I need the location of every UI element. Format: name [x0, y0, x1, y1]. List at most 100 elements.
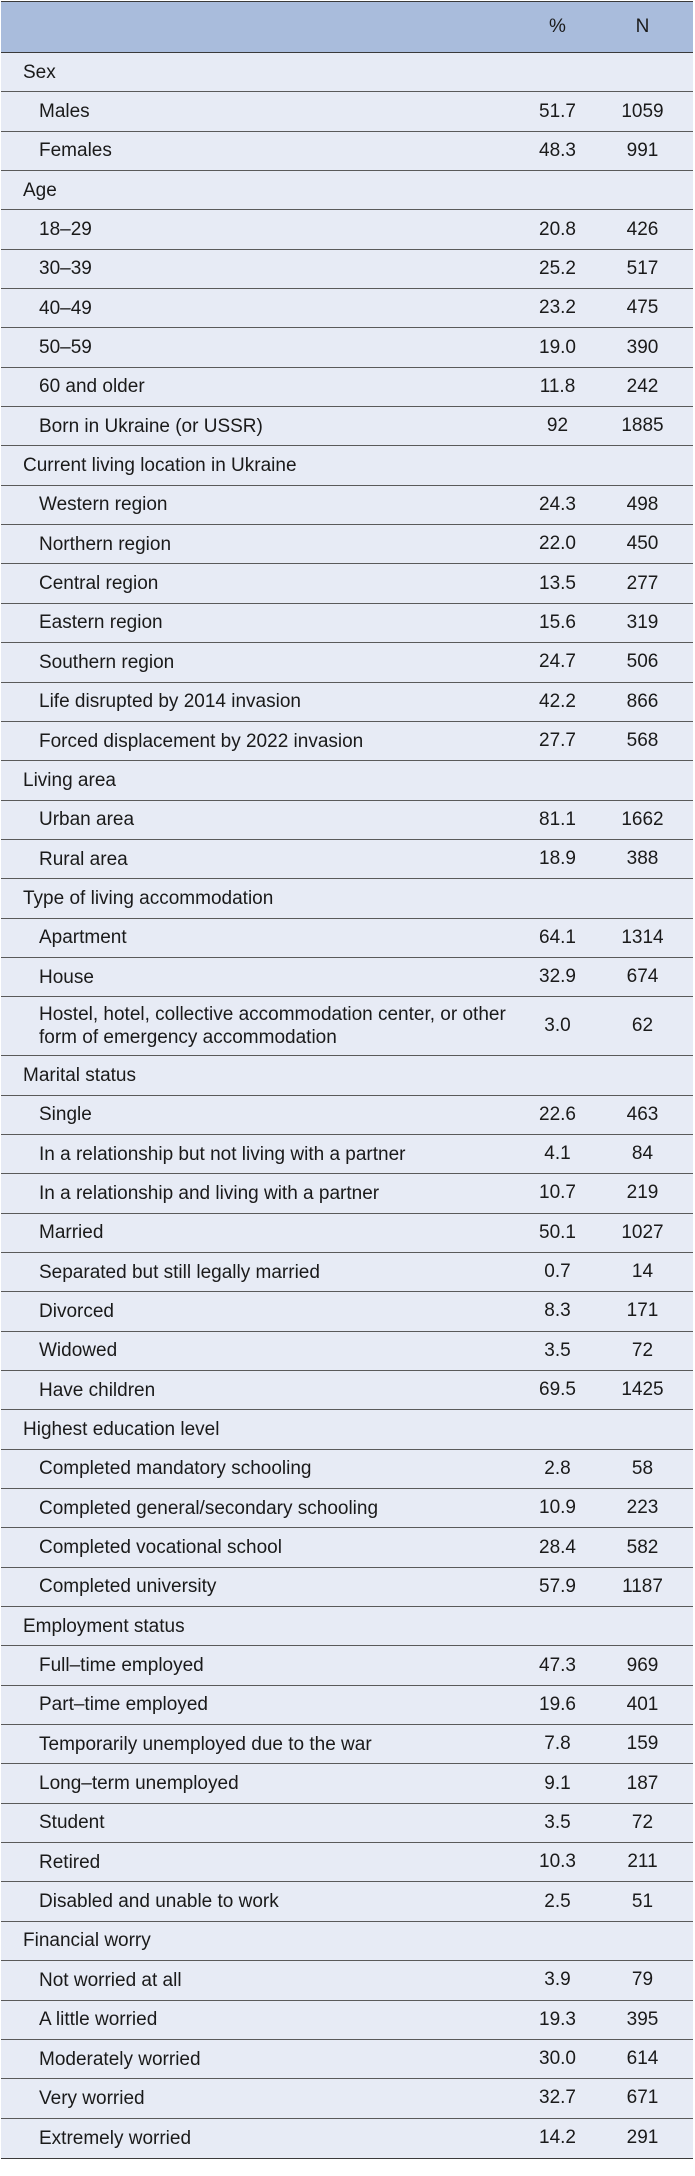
percent-cell: 13.5: [539, 572, 576, 594]
row-label: Forced displacement by 2022 invasion: [39, 730, 364, 752]
row-label: House: [39, 966, 94, 988]
count-cell: 1885: [621, 415, 664, 437]
table-row: Urban area 81.1 1662: [1, 801, 693, 840]
table-row: 40–49 23.2 475: [1, 289, 693, 329]
table-row: Western region 24.3 498: [1, 486, 693, 526]
table-row: Single 22.6 463: [1, 1096, 693, 1135]
count-cell: 1059: [621, 100, 664, 122]
row-label: Student: [39, 1812, 105, 1834]
percent-cell: 24.3: [539, 493, 576, 515]
percent-cell: 22.6: [539, 1103, 576, 1125]
row-label: Males: [39, 101, 90, 123]
category-row: Type of living accommodation: [1, 879, 693, 919]
percent-cell: 3.0: [544, 1015, 571, 1037]
row-label: Northern region: [39, 533, 172, 555]
row-label: Long–term unemployed: [39, 1773, 239, 1795]
row-label: 30–39: [39, 258, 92, 280]
percent-cell: 28.4: [539, 1536, 576, 1558]
row-label: Central region: [39, 573, 159, 595]
category-label: Current living location in Ukraine: [23, 455, 297, 477]
percent-cell: 81.1: [539, 808, 576, 830]
percent-cell: 3.5: [544, 1339, 571, 1361]
percent-cell: 42.2: [539, 690, 576, 712]
row-label: Born in Ukraine (or USSR): [39, 415, 263, 437]
percent-cell: 4.1: [544, 1143, 571, 1165]
row-label: Separated but still legally married: [39, 1261, 320, 1283]
count-cell: 991: [626, 139, 659, 161]
percent-cell: 64.1: [539, 926, 576, 948]
table-row: 18–29 20.8 426: [1, 210, 693, 250]
table-row: Married 50.1 1027: [1, 1214, 693, 1253]
row-label: Married: [39, 1222, 104, 1244]
percent-cell: 20.8: [539, 218, 576, 240]
table-row: Northern region 22.0 450: [1, 525, 693, 565]
category-label: Financial worry: [23, 1930, 151, 1952]
percent-cell: 25.2: [539, 257, 576, 279]
table-row: A little worried 19.3 395: [1, 2001, 693, 2040]
category-row: Sex: [1, 53, 693, 93]
table-row: Completed general/secondary schooling 10.…: [1, 1489, 693, 1529]
row-label: 60 and older: [39, 376, 145, 398]
table-row: Disabled and unable to work 2.5 51: [1, 1882, 693, 1922]
table-row: Separated but still legally married 0.7 14: [1, 1253, 693, 1293]
count-cell: 498: [626, 493, 659, 515]
row-label: 40–49: [39, 297, 92, 319]
table-row: Divorced 8.3 171: [1, 1292, 693, 1332]
row-label: 18–29: [39, 219, 92, 241]
category-row: Highest education level: [1, 1410, 693, 1450]
count-cell: 291: [626, 2127, 659, 2149]
percent-cell: 9.1: [544, 1772, 571, 1794]
row-label: Moderately worried: [39, 2048, 201, 2070]
percent-cell: 27.7: [539, 730, 576, 752]
percent-cell: 23.2: [539, 297, 576, 319]
row-label: Extremely worried: [39, 2127, 192, 2149]
table-row: Part–time employed 19.6 401: [1, 1686, 693, 1726]
count-cell: 51: [631, 1890, 654, 1912]
percent-cell: 32.7: [539, 2087, 576, 2109]
row-label: Widowed: [39, 1340, 118, 1362]
category-row: Marital status: [1, 1056, 693, 1096]
percent-cell: 18.9: [539, 848, 576, 870]
category-label: Sex: [23, 61, 56, 83]
row-label: Part–time employed: [39, 1694, 208, 1716]
row-label: Western region: [39, 494, 168, 516]
table-row: 30–39 25.2 517: [1, 250, 693, 290]
table-row: Temporarily unemployed due to the war 7.8…: [1, 1725, 693, 1765]
count-cell: 506: [626, 651, 659, 673]
category-label: Highest education level: [23, 1419, 220, 1441]
category-row: Financial worry: [1, 1922, 693, 1962]
row-label: A little worried: [39, 2009, 158, 2031]
row-label: Disabled and unable to work: [39, 1891, 279, 1913]
percent-cell: 0.7: [544, 1261, 571, 1283]
row-label: Completed mandatory schooling: [39, 1458, 312, 1480]
percent-cell: 10.7: [539, 1182, 576, 1204]
header-count: N: [635, 16, 650, 37]
count-cell: 450: [626, 533, 659, 555]
percent-cell: 48.3: [539, 139, 576, 161]
table-row: 60 and older 11.8 242: [1, 368, 693, 408]
row-label: Hostel, hotel, collective accommodation …: [39, 1004, 506, 1049]
count-cell: 242: [626, 375, 659, 397]
table-row: Long–term unemployed 9.1 187: [1, 1764, 693, 1804]
count-cell: 426: [626, 218, 659, 240]
count-cell: 1425: [621, 1379, 664, 1401]
table-row: Hostel, hotel, collective accommodation …: [1, 997, 693, 1057]
count-cell: 517: [626, 257, 659, 279]
row-label: Life disrupted by 2014 invasion: [39, 691, 301, 713]
percent-cell: 3.5: [544, 1811, 571, 1833]
count-cell: 1314: [621, 926, 664, 948]
row-label: Completed general/secondary schooling: [39, 1497, 379, 1519]
table-row: Retired 10.3 211: [1, 1843, 693, 1883]
count-cell: 969: [626, 1654, 659, 1676]
row-label: Females: [39, 140, 112, 162]
count-cell: 1662: [621, 808, 664, 830]
table-row: Southern region 24.7 506: [1, 643, 693, 683]
count-cell: 614: [626, 2048, 659, 2070]
category-row: Employment status: [1, 1607, 693, 1647]
table-row: Completed mandatory schooling 2.8 58: [1, 1450, 693, 1490]
table-row: In a relationship and living with a part…: [1, 1174, 693, 1214]
category-label: Employment status: [23, 1615, 185, 1637]
percent-cell: 24.7: [539, 651, 576, 673]
row-label: In a relationship but not living with a …: [39, 1143, 406, 1165]
percent-cell: 32.9: [539, 966, 576, 988]
